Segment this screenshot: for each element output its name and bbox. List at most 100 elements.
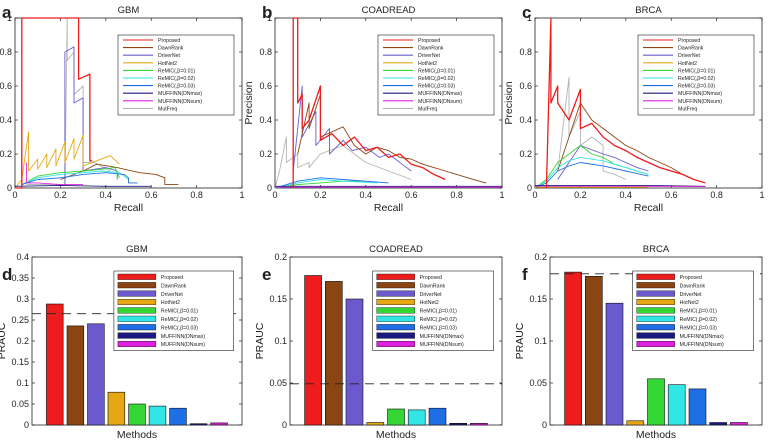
y-tick-label: 0.2 xyxy=(259,149,272,159)
y-axis-label: PRAUC xyxy=(514,322,526,359)
legend-label-MUFFINNmax: MUFFINN(DNmax) xyxy=(420,334,464,340)
bar-HotNet2 xyxy=(626,420,645,426)
bar-Proposed xyxy=(304,275,322,426)
series-line-DriverNet xyxy=(557,145,649,180)
legend-swatch-MUFFINNmax xyxy=(636,332,675,339)
legend-box xyxy=(117,34,235,116)
x-tick-label: 1 xyxy=(759,190,764,200)
axes-frame xyxy=(534,17,763,189)
x-axis-label: Recall xyxy=(634,202,663,214)
panel-label: d xyxy=(2,265,12,284)
y-tick-label: 0.1 xyxy=(16,378,29,388)
series-line-Proposed xyxy=(292,17,446,188)
bar-ReMIC1 xyxy=(647,378,665,426)
legend-label-ReMIC1: ReMIC(,β=0.01) xyxy=(161,309,198,315)
legend-label-ReMIC1: ReMIC(,β=0.01) xyxy=(678,68,715,74)
legend-swatch-DriverNet xyxy=(636,290,675,297)
legend: ProposedDawnRankDriverNetHotNet2ReMIC(,β… xyxy=(377,34,495,116)
panel-a: aGBM00.20.40.60.81PrecisionRecall00.20.4… xyxy=(0,3,245,214)
y-tick-label: 0.2 xyxy=(534,252,547,262)
bar-MUFFINNmax xyxy=(449,422,468,426)
legend-label-ReMIC2: ReMIC(,β=0.02) xyxy=(418,76,455,82)
y-tick-label: 0 xyxy=(7,183,12,193)
bar-ReMIC2 xyxy=(667,384,686,426)
legend-label-DawnRank: DawnRank xyxy=(420,283,446,289)
y-tick-label: 0.25 xyxy=(11,315,29,325)
panel-title: BRCA xyxy=(635,5,662,16)
y-axis-label: Precision xyxy=(503,81,515,124)
y-tick-label: 0.6 xyxy=(259,81,272,91)
bar-HotNet2 xyxy=(366,422,385,426)
legend-label-MUFFINNsum: MUFFINN(DNsum) xyxy=(680,342,724,348)
legend-label-ReMIC1: ReMIC(,β=0.01) xyxy=(680,309,717,315)
y-tick-label: 0.1 xyxy=(274,336,287,346)
panel-e: e COADREAD 0 0.05 0.1 0.15 0.2 PRAUC Methods Prop… xyxy=(254,244,503,440)
legend-swatch-DawnRank xyxy=(117,282,157,289)
legend-swatch-Proposed xyxy=(117,273,157,280)
panel-title: GBM xyxy=(126,244,148,255)
panel-label: b xyxy=(262,3,272,22)
panel-f: f BRCA 0 0.05 0.1 0.15 0.2 PRAUC Methods Proposed… xyxy=(514,244,763,440)
series-line-Proposed xyxy=(545,17,706,189)
legend-label-DriverNet: DriverNet xyxy=(680,292,702,298)
y-axis-label: PRAUC xyxy=(254,322,266,359)
legend-label-MUFFINNsum: MUFFINN(DNsum) xyxy=(678,99,722,105)
bar-MUFFINNsum xyxy=(730,422,748,426)
bar-DawnRank xyxy=(324,281,343,426)
x-tick-label: 0.2 xyxy=(314,190,327,200)
legend-label-DriverNet: DriverNet xyxy=(420,292,442,298)
legend-label-DawnRank: DawnRank xyxy=(418,46,444,52)
legend-label-MUFFINNmax: MUFFINN(DNmax) xyxy=(161,334,205,340)
y-tick-label: 1 xyxy=(267,13,272,23)
legend: ProposedDawnRankDriverNetHotNet2ReMIC(,β… xyxy=(117,34,235,116)
legend-label-ReMIC3: ReMIC(,β=0.03) xyxy=(680,325,717,331)
legend-label-HotNet2: HotNet2 xyxy=(161,300,180,306)
legend-swatch-HotNet2 xyxy=(636,299,675,306)
y-tick-label: 0.05 xyxy=(11,399,29,409)
legend-label-MutFreq: MutFreq xyxy=(678,106,697,112)
legend-label-ReMIC3: ReMIC(,β=0.03) xyxy=(161,325,198,331)
legend-label-Proposed: Proposed xyxy=(418,38,440,44)
legend-swatch-ReMIC2 xyxy=(117,315,157,322)
x-tick-label: 0.8 xyxy=(450,190,463,200)
panel-title: GBM xyxy=(118,5,140,16)
panel-b: b COADREAD 0 0.2 0.4 0.6 0.8 1 Precision Recall 0 0… xyxy=(243,3,505,214)
legend-label-ReMIC3: ReMIC(,β=0.03) xyxy=(678,84,715,90)
legend-swatch-ReMIC1 xyxy=(117,307,157,314)
y-tick-label: 0.35 xyxy=(11,273,29,283)
legend-label-HotNet2: HotNet2 xyxy=(418,61,437,67)
series-line-ReMIC2 xyxy=(274,179,378,189)
panel-label: c xyxy=(522,3,531,22)
bar-MUFFINNmax xyxy=(709,422,728,426)
axes-frame xyxy=(14,17,243,189)
x-tick-label: 0.4 xyxy=(620,190,633,200)
legend-label-DriverNet: DriverNet xyxy=(678,53,700,59)
legend-label-DawnRank: DawnRank xyxy=(158,46,184,52)
legend: ProposedDawnRankDriverNetHotNet2ReMIC(,β… xyxy=(637,34,755,116)
y-tick-label: 0.15 xyxy=(269,294,287,304)
bar-ReMIC3 xyxy=(688,388,707,426)
y-tick-label: 0.2 xyxy=(274,252,287,262)
legend-label-ReMIC1: ReMIC(,β=0.01) xyxy=(418,68,455,74)
y-tick-label: 0.15 xyxy=(529,294,547,304)
x-tick-label: 0.2 xyxy=(574,190,587,200)
bar-Proposed xyxy=(46,303,64,426)
y-tick-label: 0.4 xyxy=(16,252,29,262)
bar-ReMIC3 xyxy=(169,407,187,426)
legend-label-MUFFINNmax: MUFFINN(DNmax) xyxy=(678,91,722,97)
series-line-DriverNet xyxy=(292,85,412,172)
legend-label-HotNet2: HotNet2 xyxy=(158,61,177,67)
y-tick-label: 0.2 xyxy=(0,149,12,159)
axes-frame xyxy=(274,17,503,189)
y-tick-label: 0 xyxy=(282,420,287,430)
legend-label-MUFFINNsum: MUFFINN(DNsum) xyxy=(161,342,205,348)
legend-swatch-ReMIC1 xyxy=(376,307,415,314)
legend-swatch-MUFFINNmax xyxy=(117,332,157,339)
x-tick-label: 0.2 xyxy=(54,190,67,200)
x-axis-label: Recall xyxy=(374,202,403,214)
x-tick-label: 0 xyxy=(272,190,277,200)
y-tick-label: 0.6 xyxy=(0,81,12,91)
bar-DawnRank xyxy=(584,275,603,426)
legend-swatch-DriverNet xyxy=(117,290,157,297)
legend-swatch-ReMIC2 xyxy=(376,315,415,322)
